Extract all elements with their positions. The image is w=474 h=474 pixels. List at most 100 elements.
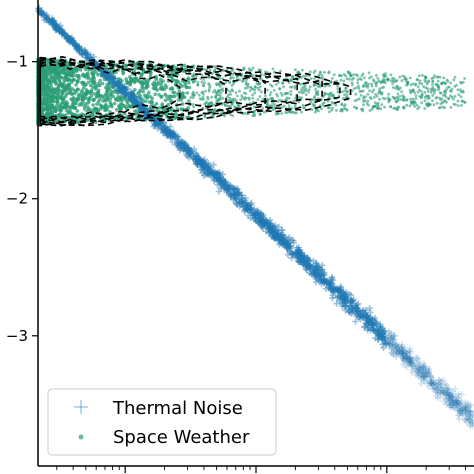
space-weather-point — [402, 98, 406, 102]
thermal-noise-point — [442, 396, 449, 404]
space-weather-point — [302, 91, 305, 94]
space-weather-point — [378, 97, 381, 101]
space-weather-point — [110, 104, 114, 109]
space-weather-point — [44, 75, 48, 80]
thermal-noise-point — [257, 216, 264, 223]
space-weather-point — [171, 90, 175, 95]
space-weather-point — [352, 73, 356, 76]
space-weather-point — [153, 92, 157, 97]
space-weather-point — [409, 83, 413, 87]
space-weather-point — [50, 105, 54, 110]
space-weather-point — [62, 79, 66, 83]
space-weather-point — [253, 114, 256, 117]
space-weather-point — [68, 64, 73, 69]
space-weather-point — [421, 74, 424, 77]
space-weather-point — [366, 99, 370, 103]
thermal-noise-point — [449, 400, 456, 407]
space-weather-point — [378, 89, 381, 93]
thermal-noise-point — [256, 218, 263, 226]
thermal-noise-point — [160, 119, 167, 127]
space-weather-point — [204, 101, 208, 105]
space-weather-point — [353, 99, 357, 103]
space-weather-point — [440, 81, 444, 85]
space-weather-point — [168, 98, 173, 102]
space-weather-point — [328, 84, 331, 88]
space-weather-point — [356, 81, 360, 85]
space-weather-point — [427, 103, 430, 107]
space-weather-point — [145, 96, 149, 100]
space-weather-point — [330, 77, 334, 80]
space-weather-point — [114, 108, 119, 112]
thermal-noise-point — [257, 218, 265, 225]
space-weather-point — [413, 91, 417, 94]
space-weather-point — [258, 95, 262, 98]
thermal-noise-point — [244, 206, 252, 214]
thermal-noise-point — [286, 248, 293, 256]
space-weather-point — [318, 104, 322, 107]
space-weather-point — [415, 103, 419, 107]
thermal-noise-point — [429, 381, 436, 388]
space-weather-point — [54, 77, 58, 81]
thermal-noise-point — [207, 169, 215, 176]
space-weather-point — [215, 75, 219, 79]
thermal-noise-point — [248, 205, 255, 212]
space-weather-point — [317, 109, 320, 113]
thermal-noise-point — [458, 397, 465, 405]
thermal-noise-point — [447, 392, 454, 399]
thermal-noise-point — [65, 35, 73, 42]
thermal-noise-point — [390, 350, 397, 357]
thermal-noise-point — [268, 226, 275, 233]
space-weather-point — [285, 98, 288, 102]
space-weather-point — [104, 73, 109, 78]
space-weather-point — [126, 80, 130, 85]
space-weather-point — [46, 72, 50, 77]
space-weather-point — [175, 79, 179, 83]
thermal-noise-point — [295, 248, 303, 255]
space-weather-point — [274, 112, 278, 116]
thermal-noise-point — [111, 77, 119, 85]
space-weather-point — [202, 78, 206, 82]
space-weather-point — [141, 81, 146, 86]
thermal-noise-point — [75, 48, 83, 55]
series-thermal-noise — [35, 4, 474, 430]
space-weather-point — [137, 93, 142, 98]
space-weather-point — [82, 85, 86, 90]
space-weather-point — [48, 110, 53, 115]
thermal-noise-point — [138, 105, 145, 112]
thermal-noise-point — [455, 393, 462, 400]
space-weather-point — [90, 70, 95, 75]
space-weather-point — [391, 82, 394, 86]
thermal-noise-point — [130, 97, 138, 104]
space-weather-point — [431, 99, 434, 103]
space-weather-point — [418, 95, 421, 98]
space-weather-point — [72, 105, 77, 110]
space-weather-point — [69, 80, 74, 84]
space-weather-point — [328, 93, 331, 97]
thermal-noise-point — [456, 401, 464, 408]
space-weather-point — [129, 105, 134, 109]
space-weather-point — [328, 110, 331, 114]
space-weather-point — [184, 85, 188, 90]
space-weather-point — [155, 88, 159, 92]
space-weather-point — [433, 91, 436, 95]
space-weather-point — [323, 71, 326, 74]
thermal-noise-point — [361, 324, 368, 331]
space-weather-point — [70, 68, 75, 73]
thermal-noise-point — [174, 139, 181, 147]
thermal-noise-point — [278, 239, 286, 246]
space-weather-point — [266, 88, 269, 92]
space-weather-point — [335, 79, 338, 83]
space-weather-point — [66, 69, 70, 73]
space-weather-point — [311, 102, 315, 106]
space-weather-point — [422, 85, 425, 89]
space-weather-point — [278, 87, 282, 91]
thermal-noise-point — [171, 133, 179, 140]
space-weather-point — [85, 105, 90, 109]
space-weather-point — [252, 105, 256, 109]
thermal-noise-point — [54, 26, 62, 33]
space-weather-point — [310, 108, 314, 111]
space-weather-point — [285, 91, 288, 95]
space-weather-point — [42, 107, 47, 111]
space-weather-point — [423, 91, 427, 94]
space-weather-point — [287, 104, 291, 108]
